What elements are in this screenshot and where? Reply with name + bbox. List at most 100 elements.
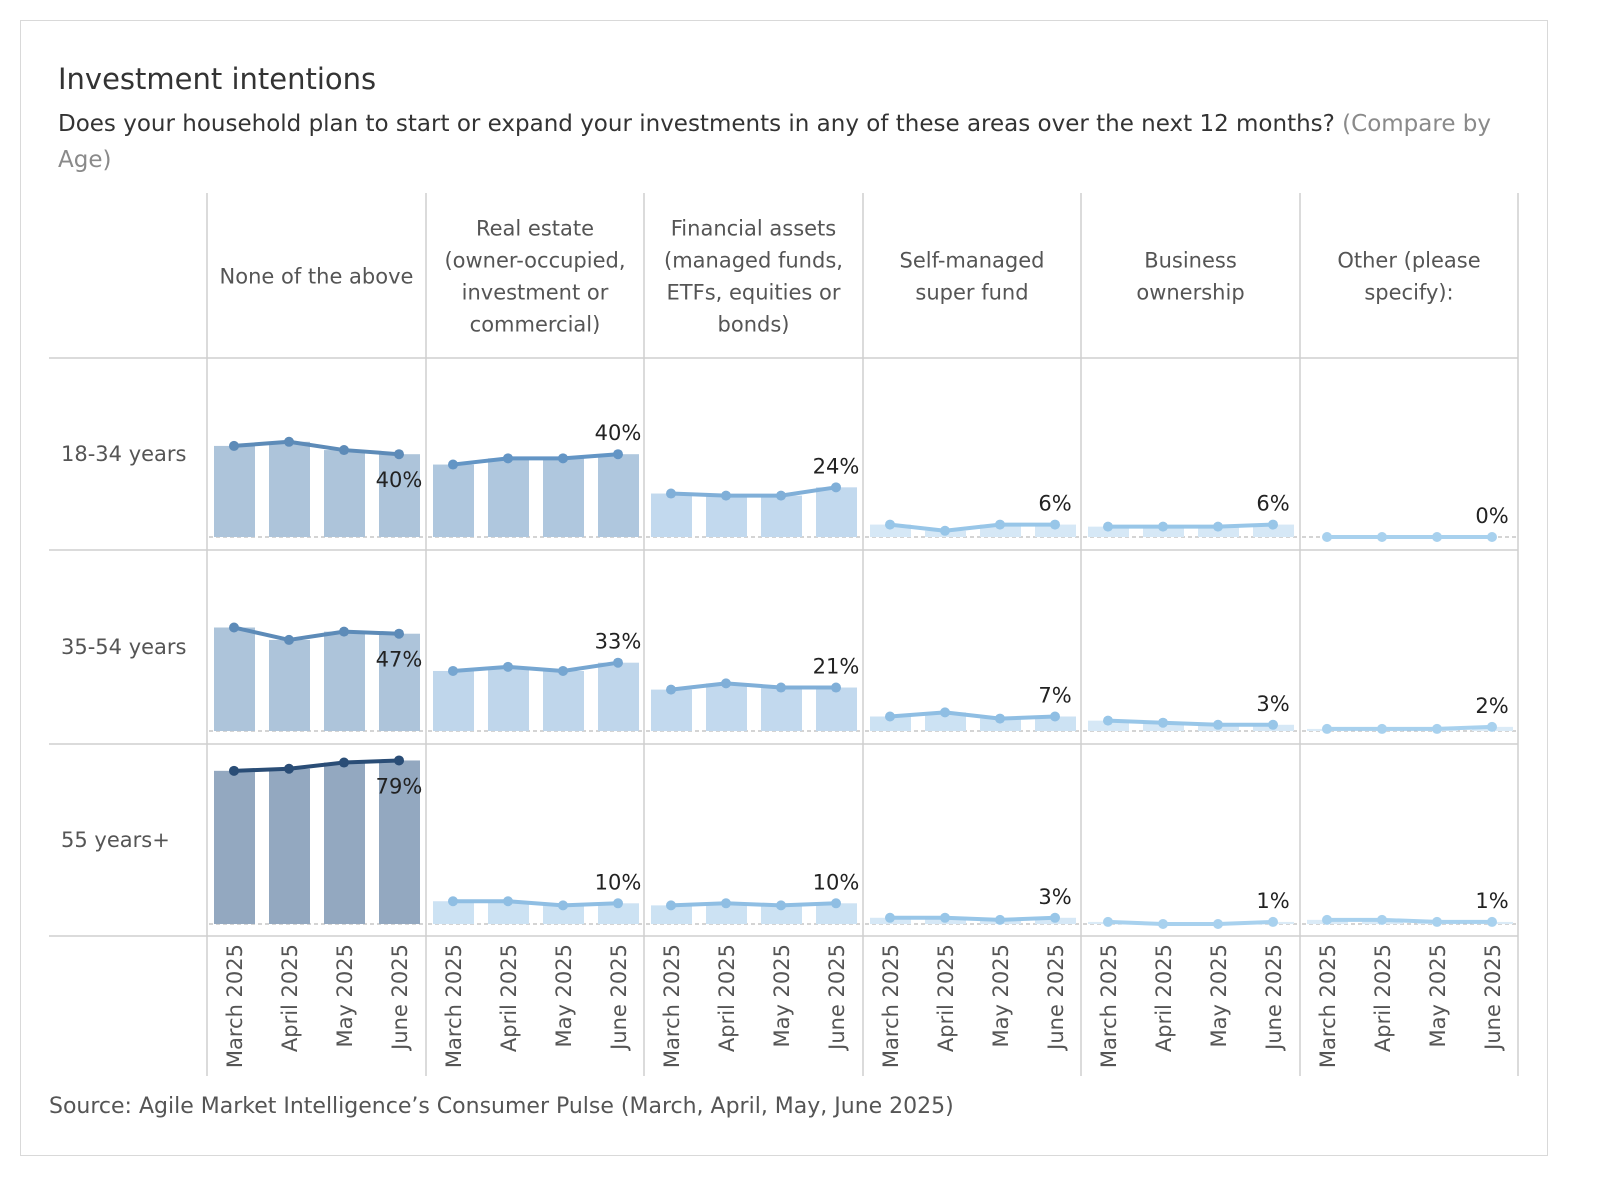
- trend-line-55-years-business-ownership: [1107, 919, 1274, 926]
- bar-55-years-none-of-the-above-march-2025: [214, 770, 255, 924]
- value-label-18-34-years-business-ownership: 6%: [1256, 492, 1289, 516]
- point-35-54-years-self-managed-super-fund-april-2025: [940, 707, 950, 718]
- bar-35-54-years-none-of-the-above-april-2025: [269, 639, 310, 731]
- point-35-54-years-business-ownership-june-2025: [1268, 719, 1278, 730]
- point-55-years-real-estate-owner-occupied-investment-or-commercial-march-2025: [448, 896, 458, 907]
- trend-line-55-years-financial-assets-managed-funds-etfs-equities-or-bonds: [670, 901, 837, 908]
- point-35-54-years-self-managed-super-fund-may-2025: [995, 713, 1005, 724]
- point-35-54-years-other-please-specify-june-2025: [1487, 721, 1497, 732]
- bar-18-34-years-financial-assets-managed-funds-etfs-equities-or-bonds-march-2025: [651, 493, 692, 537]
- x-tick-real-estate-owner-occupied-investment-or-commercial-may-2025: May 2025: [552, 944, 576, 1048]
- bar-35-54-years-financial-assets-managed-funds-etfs-equities-or-bonds-april-2025: [706, 683, 747, 731]
- point-18-34-years-business-ownership-march-2025: [1103, 521, 1113, 532]
- bar-35-54-years-financial-assets-managed-funds-etfs-equities-or-bonds-march-2025: [651, 689, 692, 731]
- point-55-years-other-please-specify-may-2025: [1432, 916, 1442, 927]
- point-35-54-years-real-estate-owner-occupied-investment-or-commercial-june-2025: [613, 657, 623, 668]
- point-18-34-years-real-estate-owner-occupied-investment-or-commercial-june-2025: [613, 449, 623, 460]
- point-55-years-business-ownership-june-2025: [1268, 916, 1278, 927]
- point-18-34-years-financial-assets-managed-funds-etfs-equities-or-bonds-may-2025: [776, 490, 786, 501]
- chart-card: [20, 20, 1548, 1156]
- point-35-54-years-other-please-specify-march-2025: [1322, 723, 1332, 734]
- x-tick-self-managed-super-fund-march-2025: March 2025: [879, 944, 903, 1068]
- point-55-years-none-of-the-above-march-2025: [229, 765, 239, 776]
- value-label-55-years-business-ownership: 1%: [1256, 889, 1289, 913]
- bar-55-years-financial-assets-managed-funds-etfs-equities-or-bonds-june-2025: [816, 903, 857, 924]
- trend-line-35-54-years-financial-assets-managed-funds-etfs-equities-or-bonds: [670, 681, 836, 692]
- bar-35-54-years-financial-assets-managed-funds-etfs-equities-or-bonds-may-2025: [761, 687, 802, 731]
- value-label-55-years-financial-assets-managed-funds-etfs-equities-or-bonds: 10%: [813, 870, 860, 894]
- bar-18-34-years-financial-assets-managed-funds-etfs-equities-or-bonds-april-2025: [706, 495, 747, 537]
- x-tick-self-managed-super-fund-april-2025: April 2025: [934, 944, 958, 1052]
- chart-title: Investment intentions: [58, 62, 377, 96]
- point-55-years-business-ownership-may-2025: [1213, 919, 1223, 929]
- bar-35-54-years-self-managed-super-fund-may-2025: [980, 718, 1021, 731]
- point-35-54-years-business-ownership-may-2025: [1213, 719, 1223, 730]
- x-tick-financial-assets-managed-funds-etfs-equities-or-bonds-june-2025: June 2025: [825, 944, 849, 1052]
- point-35-54-years-real-estate-owner-occupied-investment-or-commercial-march-2025: [448, 665, 458, 676]
- bar-18-34-years-real-estate-owner-occupied-investment-or-commercial-may-2025: [543, 458, 584, 537]
- column-header-none-of-the-above: None of the above: [220, 265, 414, 289]
- bar-35-54-years-none-of-the-above-may-2025: [324, 631, 365, 731]
- x-tick-business-ownership-march-2025: March 2025: [1097, 944, 1121, 1068]
- point-55-years-financial-assets-managed-funds-etfs-equities-or-bonds-may-2025: [776, 900, 786, 911]
- point-18-34-years-self-managed-super-fund-june-2025: [1050, 519, 1060, 530]
- row-header-18-34-years: 18-34 years: [61, 442, 187, 466]
- trend-line-18-34-years-financial-assets-managed-funds-etfs-equities-or-bonds: [670, 485, 837, 498]
- bar-55-years-financial-assets-managed-funds-etfs-equities-or-bonds-march-2025: [651, 905, 692, 924]
- point-18-34-years-self-managed-super-fund-april-2025: [940, 525, 950, 536]
- source-note: Source: Agile Market Intelligence’s Cons…: [49, 1094, 954, 1119]
- x-tick-none-of-the-above-april-2025: April 2025: [278, 944, 302, 1052]
- point-18-34-years-self-managed-super-fund-may-2025: [995, 519, 1005, 530]
- trend-line-18-34-years-self-managed-super-fund: [889, 522, 1055, 533]
- value-label-35-54-years-none-of-the-above: 47%: [376, 648, 423, 672]
- point-18-34-years-none-of-the-above-june-2025: [394, 449, 404, 460]
- point-55-years-other-please-specify-june-2025: [1487, 916, 1497, 927]
- point-35-54-years-real-estate-owner-occupied-investment-or-commercial-may-2025: [558, 665, 568, 676]
- subtitle-compare: (Compare by Age): [58, 111, 1491, 173]
- point-55-years-real-estate-owner-occupied-investment-or-commercial-april-2025: [503, 896, 513, 907]
- column-header-other-please-specify: Other (please specify):: [1337, 249, 1480, 305]
- trend-line-35-54-years-business-ownership: [1107, 718, 1273, 727]
- point-55-years-none-of-the-above-april-2025: [284, 763, 294, 774]
- bar-55-years-none-of-the-above-june-2025: [379, 760, 420, 924]
- point-18-34-years-none-of-the-above-may-2025: [339, 445, 349, 456]
- value-label-35-54-years-other-please-specify: 2%: [1475, 694, 1508, 718]
- bar-18-34-years-none-of-the-above-april-2025: [269, 441, 310, 537]
- x-tick-none-of-the-above-june-2025: June 2025: [388, 944, 412, 1052]
- bar-35-54-years-real-estate-owner-occupied-investment-or-commercial-april-2025: [488, 666, 529, 731]
- x-tick-business-ownership-june-2025: June 2025: [1262, 944, 1286, 1052]
- bar-55-years-financial-assets-managed-funds-etfs-equities-or-bonds-may-2025: [761, 905, 802, 924]
- point-18-34-years-business-ownership-may-2025: [1213, 521, 1223, 532]
- value-label-35-54-years-real-estate-owner-occupied-investment-or-commercial: 33%: [595, 630, 642, 654]
- point-35-54-years-financial-assets-managed-funds-etfs-equities-or-bonds-april-2025: [721, 678, 731, 689]
- x-tick-other-please-specify-march-2025: March 2025: [1316, 944, 1340, 1068]
- point-18-34-years-self-managed-super-fund-march-2025: [885, 519, 895, 530]
- point-55-years-financial-assets-managed-funds-etfs-equities-or-bonds-march-2025: [666, 900, 676, 911]
- point-18-34-years-business-ownership-april-2025: [1158, 521, 1168, 532]
- trend-line-18-34-years-business-ownership: [1108, 522, 1274, 529]
- point-35-54-years-self-managed-super-fund-june-2025: [1050, 711, 1060, 722]
- point-18-34-years-financial-assets-managed-funds-etfs-equities-or-bonds-march-2025: [666, 488, 676, 499]
- x-tick-business-ownership-may-2025: May 2025: [1207, 944, 1231, 1048]
- trend-line-55-years-real-estate-owner-occupied-investment-or-commercial: [453, 899, 619, 908]
- value-label-55-years-none-of-the-above: 79%: [376, 774, 423, 798]
- point-35-54-years-business-ownership-march-2025: [1103, 715, 1113, 726]
- point-35-54-years-other-please-specify-april-2025: [1377, 723, 1387, 734]
- value-label-18-34-years-none-of-the-above: 40%: [376, 468, 423, 492]
- point-55-years-financial-assets-managed-funds-etfs-equities-or-bonds-june-2025: [831, 898, 841, 909]
- value-label-18-34-years-self-managed-super-fund: 6%: [1038, 492, 1071, 516]
- bar-35-54-years-real-estate-owner-occupied-investment-or-commercial-may-2025: [543, 670, 584, 731]
- x-tick-financial-assets-managed-funds-etfs-equities-or-bonds-april-2025: April 2025: [715, 944, 739, 1052]
- x-tick-none-of-the-above-march-2025: March 2025: [223, 944, 247, 1068]
- point-35-54-years-none-of-the-above-april-2025: [284, 634, 294, 645]
- bar-35-54-years-none-of-the-above-june-2025: [379, 633, 420, 731]
- point-35-54-years-financial-assets-managed-funds-etfs-equities-or-bonds-june-2025: [831, 682, 841, 693]
- x-tick-real-estate-owner-occupied-investment-or-commercial-june-2025: June 2025: [607, 944, 631, 1052]
- point-55-years-other-please-specify-april-2025: [1377, 914, 1387, 925]
- trend-line-18-34-years-none-of-the-above: [233, 439, 400, 457]
- bar-18-34-years-real-estate-owner-occupied-investment-or-commercial-march-2025: [433, 464, 474, 537]
- bar-55-years-none-of-the-above-may-2025: [324, 762, 365, 924]
- bar-55-years-real-estate-owner-occupied-investment-or-commercial-may-2025: [543, 905, 584, 924]
- value-label-35-54-years-self-managed-super-fund: 7%: [1038, 684, 1071, 708]
- row-header-55-years: 55 years+: [61, 828, 170, 852]
